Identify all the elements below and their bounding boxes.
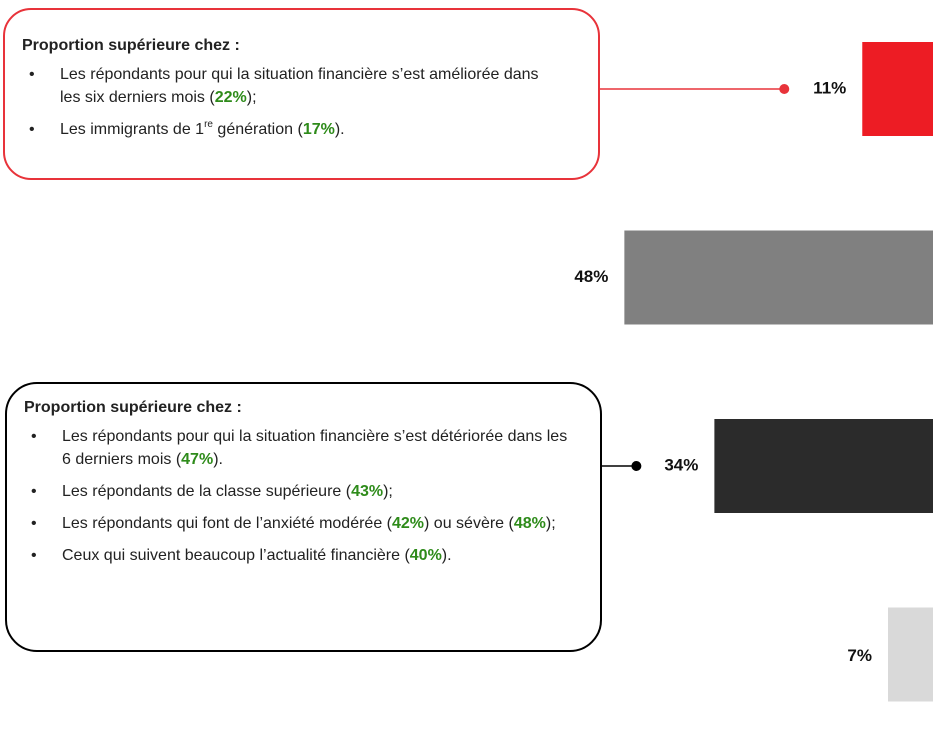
callout-text: ); xyxy=(383,483,393,500)
callout-text: ). xyxy=(441,547,452,564)
callout-text: 43% xyxy=(351,483,384,500)
callout-text: 40% xyxy=(409,547,442,564)
connector-dot xyxy=(779,84,790,94)
bar xyxy=(887,607,933,702)
callout-text: 47% xyxy=(181,451,214,468)
bar xyxy=(862,42,933,136)
callout-text: 48% xyxy=(513,515,546,532)
callout-text: re xyxy=(204,119,213,130)
callout-title: Proportion supérieure chez : xyxy=(24,399,242,416)
callout-item: Ceux qui suivent beaucoup l’actualité fi… xyxy=(24,544,570,567)
callout-text: 42% xyxy=(392,515,425,532)
callout-item: Les immigrants de 1re génération (17%). xyxy=(22,118,558,141)
callout-text: ). xyxy=(213,451,223,468)
callout-text: Les répondants qui font de l’anxiété mod… xyxy=(62,515,392,532)
callout-item: Les répondants qui font de l’anxiété mod… xyxy=(24,512,570,535)
callout-item: Les répondants pour qui la situation fin… xyxy=(24,425,570,471)
callout-text: ). xyxy=(334,121,345,138)
callout-text: ); xyxy=(545,515,556,532)
callout-box: Proportion supérieure chez : Les répondan… xyxy=(3,8,600,180)
callout-text: ) ou sévère ( xyxy=(424,515,514,532)
connector-dot xyxy=(631,461,642,471)
callout-text: Ceux qui suivent beaucoup l’actualité fi… xyxy=(62,547,410,564)
callout-text: Les répondants de la classe supérieure ( xyxy=(62,483,352,500)
callout-title: Proportion supérieure chez : xyxy=(22,37,240,54)
callout-text: ); xyxy=(246,89,257,106)
callout-box: Proportion supérieure chez : Les répondan… xyxy=(5,382,602,652)
value-label: 34% xyxy=(664,455,698,474)
callout-list: Les répondants pour qui la situation fin… xyxy=(24,425,570,567)
callout-text: Les immigrants de 1 xyxy=(60,121,205,138)
value-label: 48% xyxy=(574,267,608,286)
callout-item: Les répondants de la classe supérieure (… xyxy=(24,480,570,503)
callout-text: Les répondants pour qui la situation fin… xyxy=(62,428,568,468)
callout-list: Les répondants pour qui la situation fin… xyxy=(22,63,558,141)
callout-item: Les répondants pour qui la situation fin… xyxy=(22,63,558,109)
bar xyxy=(624,230,933,325)
callout-text: génération ( xyxy=(212,121,303,138)
callout-text: 22% xyxy=(214,89,247,106)
value-label: 11% xyxy=(813,78,846,97)
value-label: 7% xyxy=(847,646,872,665)
bar xyxy=(714,419,933,513)
callout-text: Les répondants pour qui la situation fin… xyxy=(60,66,539,106)
callout-text: 17% xyxy=(302,121,335,138)
